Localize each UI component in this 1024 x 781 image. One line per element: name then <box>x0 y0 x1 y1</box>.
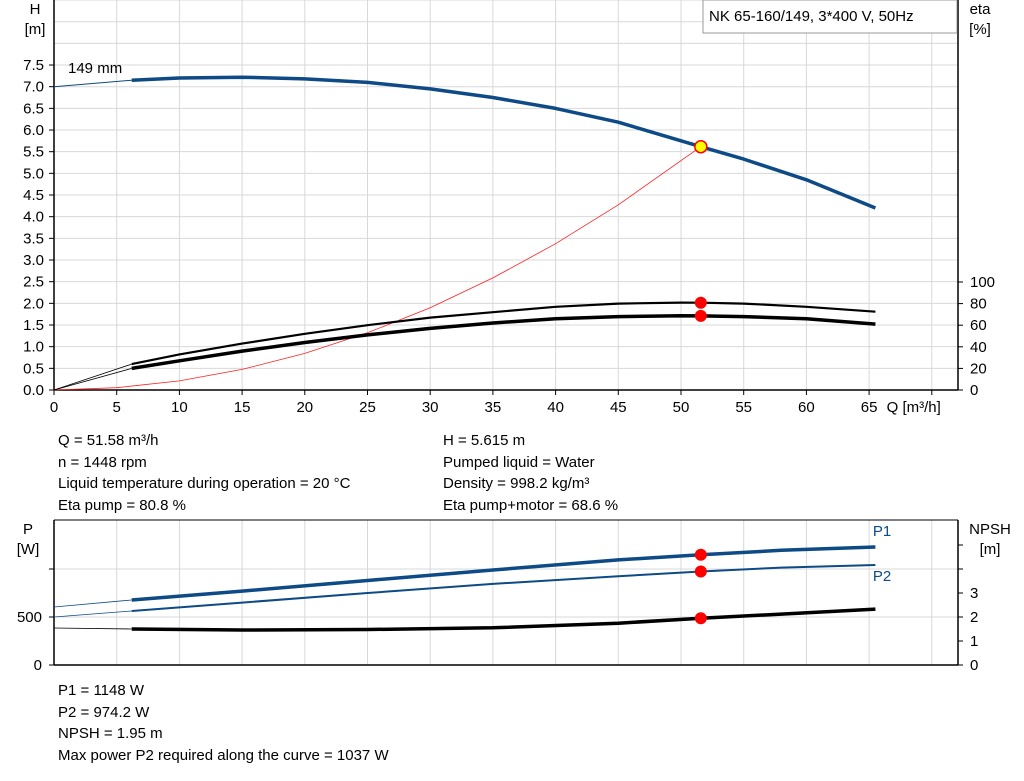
p1-curve <box>131 545 876 602</box>
h-axis-label: H <box>30 1 41 18</box>
h-tick-label: 7.0 <box>23 79 44 96</box>
h-tick-label: 0.5 <box>23 360 44 377</box>
q-tick-label: 65 <box>861 399 878 416</box>
q-tick-label: 20 <box>296 399 313 416</box>
npsh-tick-label: 1 <box>970 633 978 650</box>
h-tick-label: 1.0 <box>23 339 44 356</box>
npsh-axis-label: [m] <box>980 541 1001 558</box>
eta-pump-curve <box>131 301 876 366</box>
h-tick-label: 1.5 <box>23 317 44 334</box>
power-info: P1 = 1148 W P2 = 974.2 W NPSH = 1.95 m M… <box>58 680 389 766</box>
eta-pump-curve-extrapolated <box>53 363 132 391</box>
p2-label: P2 <box>873 568 891 585</box>
h-tick-label: 4.0 <box>23 209 44 226</box>
duty-info-right: H = 5.615 m Pumped liquid = Water Densit… <box>443 430 618 516</box>
p-axis-label: P <box>23 521 33 538</box>
h-tick-label: 3.0 <box>23 252 44 269</box>
eta-pump-marker <box>694 296 707 309</box>
info-max-p2: Max power P2 required along the curve = … <box>58 746 389 764</box>
p-axis-label: [W] <box>17 541 40 558</box>
p2-marker <box>694 565 707 578</box>
eta-tick-label: 60 <box>970 317 987 334</box>
p-tick-label: 0 <box>34 657 42 674</box>
h-tick-label: 5.5 <box>23 144 44 161</box>
duty-point-marker <box>694 139 708 154</box>
info-q: Q = 51.58 m³/h <box>58 432 159 449</box>
npsh-tick-label: 0 <box>970 657 978 674</box>
npsh-marker <box>694 612 707 625</box>
h-tick-label: 0.0 <box>23 382 44 399</box>
info-temp: Liquid temperature during operation = 20… <box>58 475 351 492</box>
eta-tick-label: 100 <box>970 274 995 291</box>
h-tick-label: 6.0 <box>23 122 44 139</box>
impeller-diameter-label: 149 mm <box>68 60 122 77</box>
eta-tick-label: 40 <box>970 339 987 356</box>
h-axis-label: [m] <box>25 21 46 38</box>
npsh-curve-extrapolated <box>53 627 132 630</box>
info-p2: P2 = 974.2 W <box>58 703 150 721</box>
h-tick-label: 6.5 <box>23 100 44 117</box>
q-tick-label: 40 <box>547 399 564 416</box>
eta-pump-motor-curve-extrapolated <box>53 368 132 391</box>
h-tick-label: 2.5 <box>23 274 44 291</box>
p1-marker <box>694 548 707 561</box>
npsh-tick-label: 3 <box>970 585 978 602</box>
q-axis-label: Q [m³/h] <box>887 399 941 416</box>
npsh-curve <box>131 607 876 632</box>
p1-label: P1 <box>873 523 891 540</box>
q-tick-label: 30 <box>422 399 439 416</box>
h-tick-label: 3.5 <box>23 230 44 247</box>
p2-curve-extrapolated <box>53 610 132 618</box>
npsh-tick-label: 2 <box>970 609 978 626</box>
q-tick-label: 15 <box>234 399 251 416</box>
info-p1: P1 = 1148 W <box>58 682 145 699</box>
info-eta-pump-motor: Eta pump+motor = 68.6 % <box>443 496 619 514</box>
title-box <box>702 0 958 34</box>
eta-axis-label: [%] <box>969 21 991 38</box>
q-tick-label: 50 <box>673 399 690 416</box>
head-curve-extrapolated <box>53 79 132 88</box>
q-tick-label: 5 <box>113 399 121 416</box>
duty-info-left: Q = 51.58 m³/h n = 1448 rpm Liquid tempe… <box>58 430 350 516</box>
eta-pump-motor-marker <box>694 309 707 322</box>
q-tick-label: 35 <box>485 399 502 416</box>
eta-pump-motor-curve <box>131 313 876 371</box>
npsh-axis-label: NPSH <box>969 521 1011 538</box>
chart-title: NK 65-160/149, 3*400 V, 50Hz <box>709 8 914 25</box>
head-curve <box>131 75 877 210</box>
info-density: Density = 998.2 kg/m³ <box>443 475 590 492</box>
info-h: H = 5.615 m <box>443 432 526 449</box>
info-eta-pump: Eta pump = 80.8 % <box>58 496 186 514</box>
info-n: n = 1448 rpm <box>58 453 147 471</box>
q-tick-label: 10 <box>171 399 188 416</box>
q-tick-label: 45 <box>610 399 627 416</box>
h-tick-label: 5.0 <box>23 165 44 182</box>
eta-axis-label: eta <box>970 1 992 18</box>
eta-tick-label: 0 <box>970 382 978 399</box>
p2-curve <box>131 564 876 612</box>
eta-tick-label: 20 <box>970 360 987 377</box>
p1-curve-extrapolated <box>53 599 132 608</box>
info-liquid: Pumped liquid = Water <box>443 453 595 471</box>
h-tick-label: 2.0 <box>23 295 44 312</box>
h-tick-label: 7.5 <box>23 57 44 74</box>
q-tick-label: 60 <box>798 399 815 416</box>
info-npsh: NPSH = 1.95 m <box>58 725 163 742</box>
q-tick-label: 0 <box>50 399 58 416</box>
q-tick-label: 25 <box>359 399 376 416</box>
p-tick-label: 500 <box>17 609 42 626</box>
q-tick-label: 55 <box>735 399 752 416</box>
h-tick-label: 4.5 <box>23 187 44 204</box>
eta-tick-label: 80 <box>970 296 987 313</box>
system-curve <box>53 146 702 391</box>
